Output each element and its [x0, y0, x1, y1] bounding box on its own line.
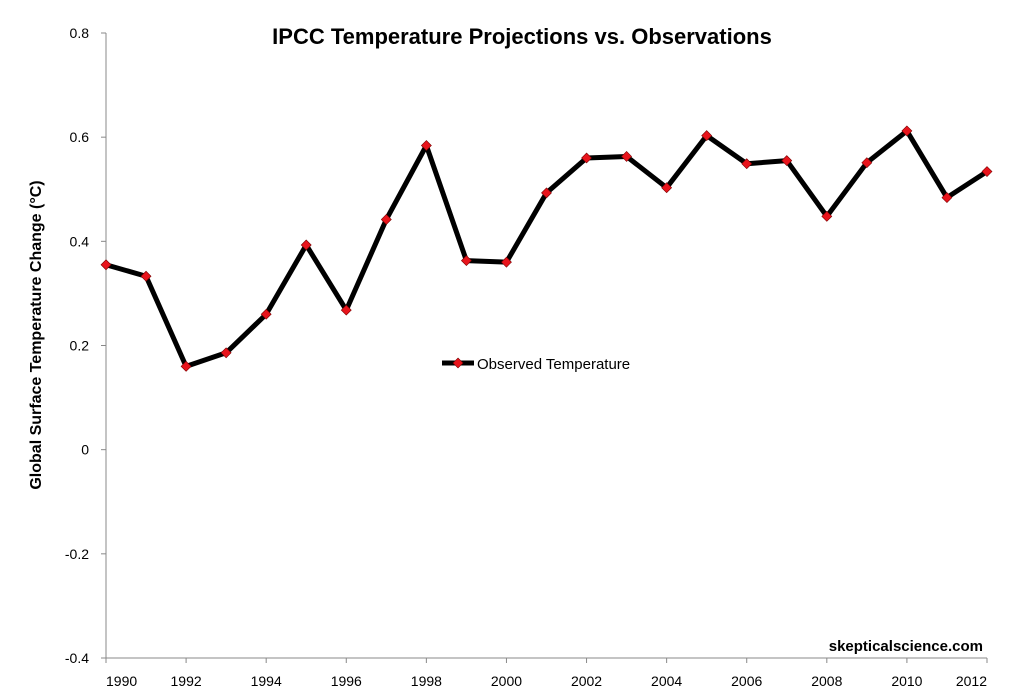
data-point-2007: [781, 155, 793, 167]
data-points: [100, 125, 993, 372]
y-tick-label: -0.2: [65, 546, 89, 562]
watermark: skepticalscience.com: [829, 638, 983, 655]
data-point-2012: [981, 166, 993, 177]
y-tick-label: 0.8: [70, 25, 90, 41]
data-point-2008: [821, 210, 833, 222]
y-tick-label: 0.4: [70, 233, 90, 249]
data-point-2003: [621, 151, 633, 162]
x-tick-label: 2008: [811, 673, 842, 689]
x-tick-label: 2006: [731, 673, 762, 689]
x-ticks: 1990 1992 1994 1996 1998 2000 2002 2004 2006 2008…: [105, 658, 988, 689]
x-tick-label: 1996: [331, 673, 362, 689]
data-point-1996: [340, 304, 352, 316]
series-line-observed-temperature: [103, 128, 990, 369]
data-point-2001: [541, 187, 552, 199]
data-point-1990: [100, 259, 112, 271]
data-point-1993: [220, 347, 232, 359]
y-tick-label: 0: [81, 442, 89, 458]
y-tick-label: -0.4: [65, 650, 89, 666]
y-tick-label: 0.2: [70, 338, 90, 354]
data-point-1999: [460, 255, 472, 267]
data-point-2005: [701, 130, 713, 142]
y-axis-label: Global Surface Temperature Change (°C): [28, 180, 45, 489]
data-point-1998: [420, 140, 432, 151]
data-point-1992: [180, 360, 192, 372]
x-tick-label: 2000: [491, 673, 522, 689]
data-point-2000: [501, 256, 512, 268]
x-tick-label: 2010: [891, 673, 922, 689]
y-tick-label: 0.6: [70, 129, 90, 145]
x-tick-label: 2004: [651, 673, 682, 689]
data-point-2006: [741, 158, 753, 170]
data-point-1994: [260, 308, 272, 320]
data-point-2002: [581, 152, 592, 164]
x-tick-label: 1994: [251, 673, 282, 689]
data-point-2010: [901, 125, 913, 137]
x-tick-label: 2002: [571, 673, 602, 689]
chart-title: IPCC Temperature Projections vs. Observa…: [272, 24, 772, 49]
data-point-1995: [300, 239, 312, 251]
x-tick-label: 2012: [956, 673, 987, 689]
legend-label: Observed Temperature: [477, 356, 630, 373]
data-point-2004: [661, 182, 673, 194]
y-ticks: 0.8 0.6 0.4 0.2 0 -0.2 -0.4: [65, 25, 106, 666]
x-tick-label: 1998: [411, 673, 442, 689]
x-tick-label: 1992: [171, 673, 202, 689]
x-tick-label: 1990: [106, 673, 137, 689]
legend-marker-swatch: [452, 357, 464, 369]
legend: Observed Temperature: [442, 356, 630, 373]
data-point-2009: [861, 157, 873, 169]
data-point-2011: [941, 192, 953, 204]
data-point-1991: [140, 270, 152, 282]
data-point-1997: [380, 214, 392, 225]
